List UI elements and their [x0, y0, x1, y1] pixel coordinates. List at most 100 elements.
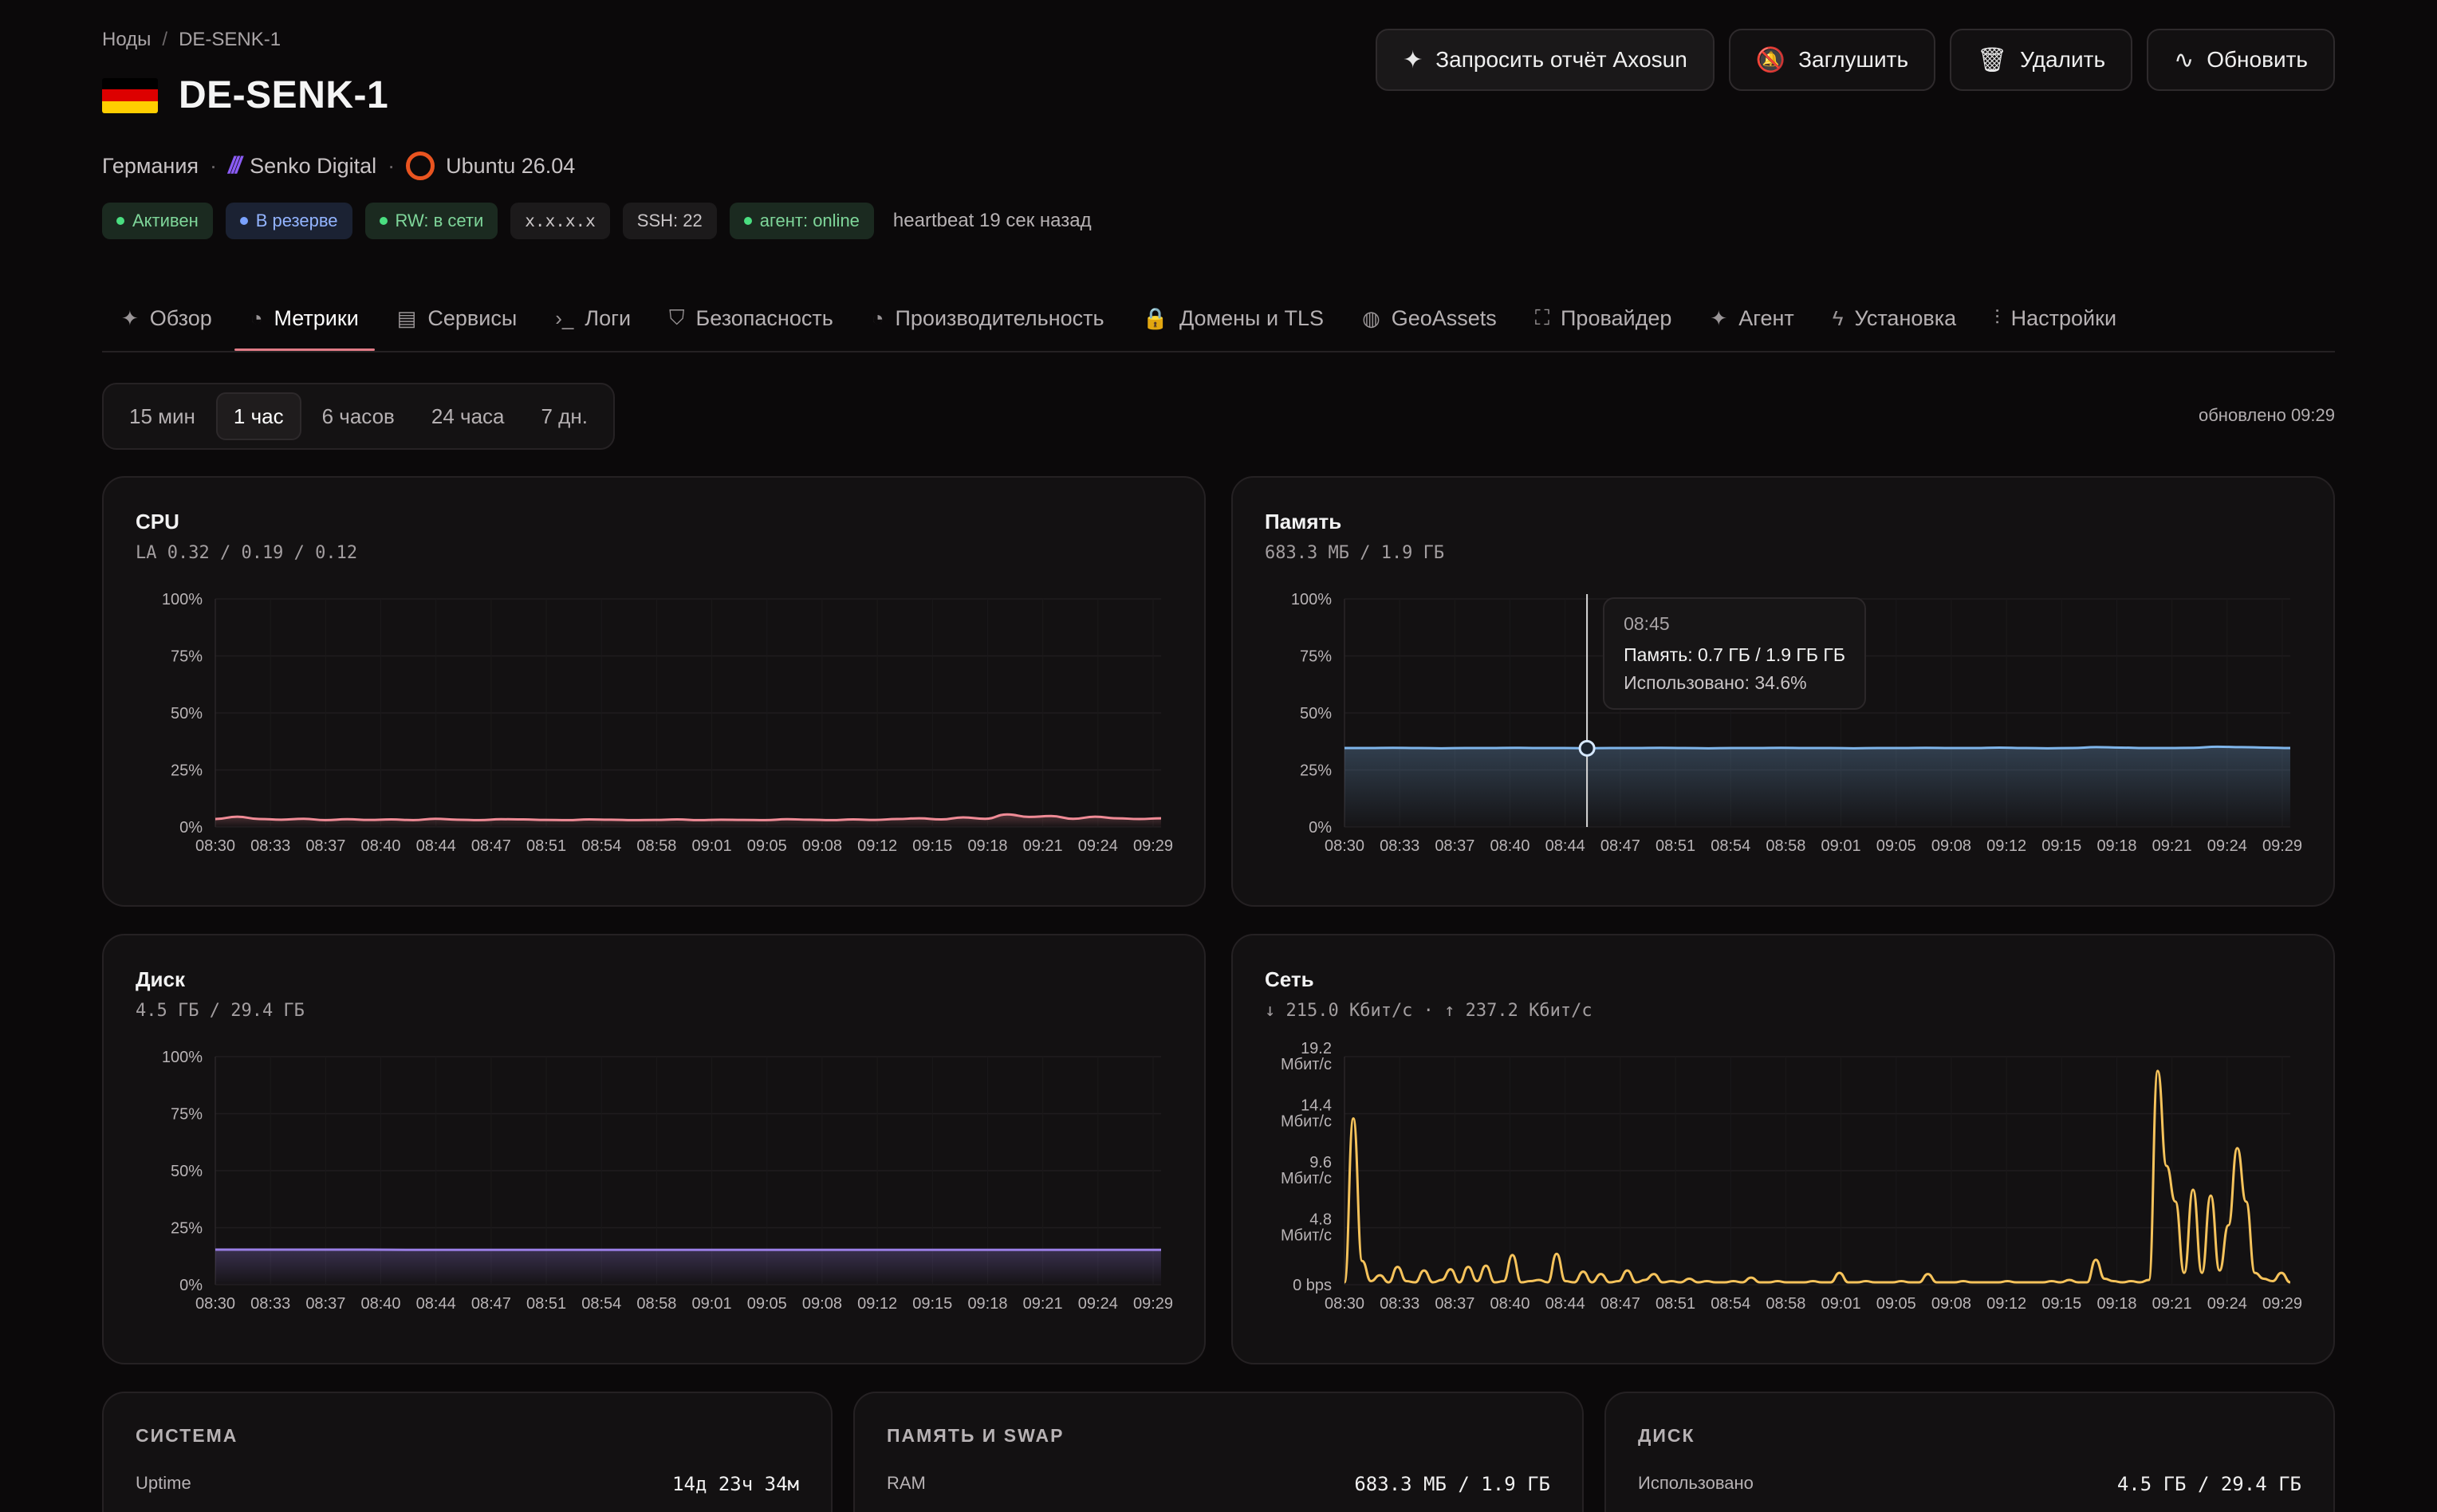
x-tick-label: 08:40 — [1490, 837, 1530, 855]
tab-label: Домены и TLS — [1179, 305, 1325, 330]
time-range-option[interactable]: 1 час — [215, 392, 301, 440]
x-tick-label: 08:47 — [471, 837, 511, 855]
sparkles-icon: ✦ — [1710, 305, 1728, 330]
tab-settings[interactable]: ⫶ Настройки — [1975, 287, 2136, 349]
x-tick-label: 08:58 — [636, 1295, 676, 1313]
status-dot-icon — [379, 217, 388, 225]
x-tick-label: 08:47 — [1600, 1295, 1640, 1313]
terminal-icon: ›_ — [555, 305, 574, 330]
x-tick-label: 09:18 — [2096, 1295, 2136, 1313]
y-tick-label: 100% — [162, 591, 203, 608]
mute-button[interactable]: 🔕 Заглушить — [1728, 29, 1936, 91]
x-tick-label: 08:37 — [305, 837, 345, 855]
network-chart-card: Сеть ↓ 215.0 Кбит/с · ↑ 237.2 Кбит/с 19.… — [1231, 934, 2335, 1364]
stat-key: Использовано — [1638, 1473, 1754, 1493]
y-tick-label: 14.4 Мбит/с — [1281, 1097, 1332, 1131]
x-tick-label: 08:37 — [305, 1295, 345, 1313]
x-tick-label: 09:24 — [1078, 837, 1118, 855]
status-dot-icon — [743, 217, 752, 225]
y-tick-label: 19.2 Мбит/с — [1281, 1040, 1332, 1073]
y-tick-unit: Мбит/с — [1281, 1170, 1332, 1187]
status-badge: x.x.x.x — [510, 203, 610, 239]
ubuntu-logo-icon — [406, 152, 435, 180]
x-tick-label: 09:24 — [1078, 1295, 1118, 1313]
series-line[interactable] — [215, 813, 1162, 821]
x-tick-label: 09:21 — [1023, 1295, 1063, 1313]
stat-value: 14д 23ч 34м — [672, 1473, 799, 1495]
x-tick-label: 08:33 — [1380, 837, 1419, 855]
series-line[interactable] — [1344, 745, 2291, 750]
breadcrumb-parent-link[interactable]: Ноды — [102, 29, 152, 50]
y-tick-label: 4.8 Мбит/с — [1281, 1211, 1332, 1245]
request-report-button[interactable]: ✦ Запросить отчёт Axosun — [1376, 29, 1715, 91]
x-tick-label: 09:01 — [692, 837, 732, 855]
tab-domains-tls[interactable]: 🔒 Домены и TLS — [1124, 287, 1343, 349]
tab-logs[interactable]: ›_ Логи — [536, 287, 650, 349]
status-badges: Активен В резерве RW: в сети x.x.x.x SSH: 22… — [102, 203, 1092, 239]
series-line[interactable] — [1343, 1069, 2291, 1284]
y-tick-label: 0% — [1309, 819, 1332, 837]
x-tick-label: 09:29 — [2262, 837, 2302, 855]
time-range-option[interactable]: 6 часов — [321, 404, 395, 428]
flag-stripe — [102, 77, 158, 90]
refresh-button[interactable]: ∿ Обновить — [2147, 29, 2335, 91]
tab-provider[interactable]: ⛶ Провайдер — [1516, 287, 1691, 349]
provider-logo-icon: /// — [228, 152, 242, 179]
x-tick-label: 08:44 — [416, 1295, 456, 1313]
x-tick-label: 08:58 — [1766, 837, 1805, 855]
x-tick-label: 09:15 — [2041, 1295, 2081, 1313]
time-range-option[interactable]: 7 дн. — [541, 404, 588, 428]
button-label: Обновить — [2207, 47, 2308, 72]
tab-install[interactable]: ϟ Установка — [1813, 287, 1975, 349]
x-tick-label: 08:44 — [416, 837, 456, 855]
time-range-option[interactable]: 24 часа — [431, 404, 505, 428]
country-label: Германия — [102, 153, 199, 178]
network-icon: ⛶ — [1534, 305, 1550, 329]
globe-icon: ◍ — [1362, 305, 1380, 330]
badge-label: RW: в сети — [395, 211, 484, 230]
tab-metrics[interactable]: ◔ Метрики — [231, 287, 378, 351]
chart-svg: 100% 75% 50% 25% 0%08:30 08:33 08:37 08:40 08:44… — [1291, 591, 2302, 855]
x-tick-label: 08:51 — [526, 1295, 566, 1313]
delete-button[interactable]: 🗑 Удалить — [1950, 29, 2133, 91]
sparkles-icon: ✦ — [121, 305, 139, 330]
tab-performance[interactable]: ◔ Производительность — [852, 287, 1124, 349]
x-tick-label: 08:51 — [1656, 837, 1695, 855]
x-tick-label: 09:05 — [747, 1295, 787, 1313]
page-title: DE-SENK-1 — [179, 74, 389, 116]
x-tick-label: 08:33 — [250, 837, 290, 855]
x-tick-label: 09:12 — [1986, 837, 2026, 855]
button-label: Заглушить — [1798, 47, 1909, 72]
x-tick-label: 09:18 — [2096, 837, 2136, 855]
x-tick-label: 09:08 — [802, 837, 842, 855]
y-tick-label: 25% — [171, 762, 203, 780]
chart-svg: 100% 75% 50% 25% 0%08:30 08:33 08:37 08:40 08:44… — [162, 591, 1173, 855]
series-area — [1344, 746, 2290, 827]
page: Ноды / DE-SENK-1 DE-SENK-1 Германия · //… — [102, 0, 2335, 1512]
stat-row: RAM 683.3 МБ / 1.9 ГБ — [887, 1473, 1550, 1495]
tab-geoassets[interactable]: ◍ GeoAssets — [1343, 287, 1516, 349]
time-range-option[interactable]: 15 мин — [129, 404, 195, 428]
gauge-icon: ◔ — [250, 305, 263, 330]
tooltip-time: 08:45 — [1624, 613, 1670, 634]
button-label: Запросить отчёт Axosun — [1435, 47, 1687, 72]
tab-agent[interactable]: ✦ Агент — [1691, 287, 1813, 349]
tab-security[interactable]: ⛉ Безопасность — [650, 287, 852, 349]
x-tick-label: 08:54 — [1711, 1295, 1750, 1313]
breadcrumb-separator: / — [162, 29, 168, 50]
x-tick-label: 08:54 — [581, 837, 621, 855]
y-tick-label: 0 bps — [1293, 1277, 1332, 1294]
stat-key: Uptime — [136, 1473, 191, 1493]
x-tick-label: 08:54 — [1711, 837, 1750, 855]
x-tick-label: 08:47 — [471, 1295, 511, 1313]
y-tick-label: 100% — [1291, 591, 1332, 608]
tab-overview[interactable]: ✦ Обзор — [102, 287, 231, 349]
chart-subtitle: ↓ 215.0 Кбит/с · ↑ 237.2 Кбит/с — [1265, 1001, 1593, 1021]
x-tick-label: 09:01 — [1821, 1295, 1861, 1313]
tab-services[interactable]: ▤ Сервисы — [378, 287, 536, 349]
x-tick-label: 09:05 — [1876, 837, 1916, 855]
x-tick-label: 08:54 — [581, 1295, 621, 1313]
status-dot-icon — [239, 217, 248, 225]
x-tick-label: 09:12 — [1986, 1295, 2026, 1313]
x-tick-label: 09:29 — [1133, 1295, 1173, 1313]
